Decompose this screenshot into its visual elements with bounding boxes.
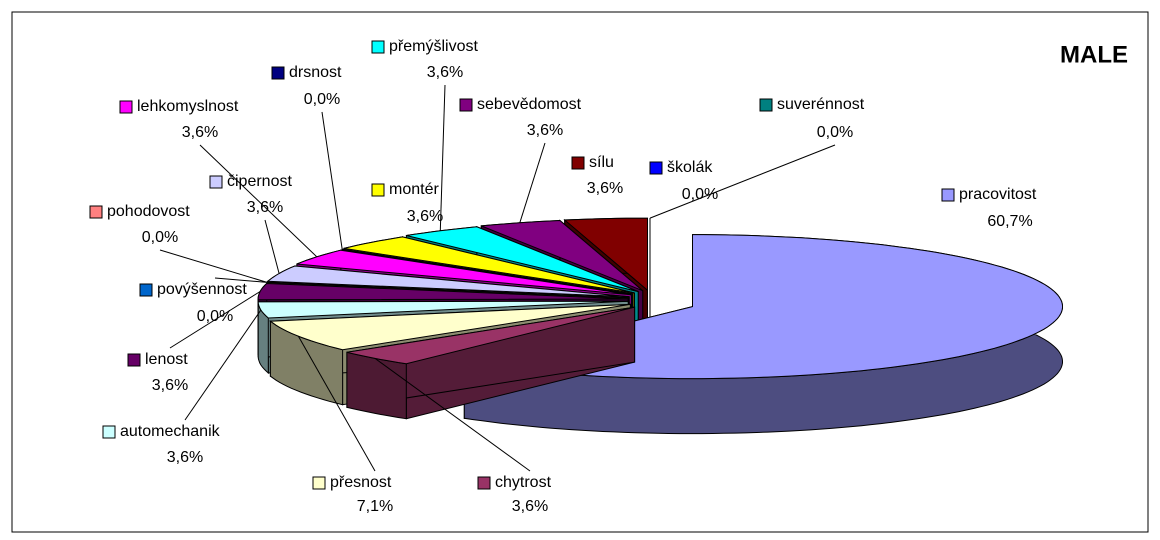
leader-line [199, 144, 318, 258]
leader-line [519, 142, 546, 223]
leader-line [214, 277, 268, 283]
value-label: 0,0% [682, 186, 718, 203]
legend-swatch [941, 188, 955, 202]
legend-swatch [477, 476, 491, 490]
value-label: 3,6% [427, 64, 463, 81]
legend-swatch [209, 175, 223, 189]
legend-swatch [371, 40, 385, 54]
legend-swatch [119, 100, 133, 114]
legend-swatch [371, 183, 385, 197]
slice-label: sílu [589, 154, 614, 171]
slice-label: pracovitost [959, 186, 1037, 203]
value-label: 0,0% [817, 124, 853, 141]
slice-label: lehkomyslnost [137, 98, 239, 115]
leader-line [374, 357, 531, 472]
leader-line [169, 291, 261, 349]
legend-swatch [89, 205, 103, 219]
legend-swatch [102, 425, 116, 439]
leader-line [184, 309, 262, 421]
value-label: 3,6% [152, 377, 188, 394]
slice-label: automechanik [120, 423, 221, 440]
slice-label: chytrost [495, 474, 552, 491]
legend-swatch [649, 161, 663, 175]
slice-label: přemýšlivost [389, 38, 478, 55]
slice-label: přesnost [330, 474, 392, 491]
legend-swatch [312, 476, 326, 490]
slice [563, 217, 648, 292]
value-label: 3,6% [587, 180, 623, 197]
slice [343, 236, 635, 294]
value-label: 3,6% [407, 208, 443, 225]
legend-swatch [127, 353, 141, 367]
slice [268, 303, 631, 351]
slice-label: školák [667, 159, 713, 176]
legend-swatch [271, 66, 285, 80]
slice-label: lenost [145, 351, 188, 368]
slice-label: sebevědomost [477, 96, 582, 113]
leader-line [321, 111, 343, 250]
value-label: 3,6% [167, 449, 203, 466]
legend-swatch [759, 98, 773, 112]
slice-label: pohodovost [107, 203, 190, 220]
slice-label: montér [389, 181, 439, 198]
slice-label: drsnost [289, 64, 342, 81]
value-label: 3,6% [182, 124, 218, 141]
value-label: 0,0% [197, 308, 233, 325]
value-label: 3,6% [527, 122, 563, 139]
slice-label: povýšennost [157, 281, 247, 298]
leader-line [649, 144, 836, 219]
leader-line [264, 219, 280, 274]
leader-line [439, 84, 446, 231]
slice-label: suverénnost [777, 96, 865, 113]
value-label: 0,0% [142, 229, 178, 246]
leader-line [297, 335, 376, 472]
slice-label: čipernost [227, 173, 292, 190]
value-label: 7,1% [357, 498, 393, 515]
chart-title: MALE [1060, 41, 1128, 68]
value-label: 3,6% [512, 498, 548, 515]
legend-swatch [459, 98, 473, 112]
value-label: 60,7% [987, 213, 1032, 230]
value-label: 0,0% [304, 91, 340, 108]
legend-swatch [571, 156, 585, 170]
leader-line [159, 249, 268, 283]
legend-swatch [139, 283, 153, 297]
